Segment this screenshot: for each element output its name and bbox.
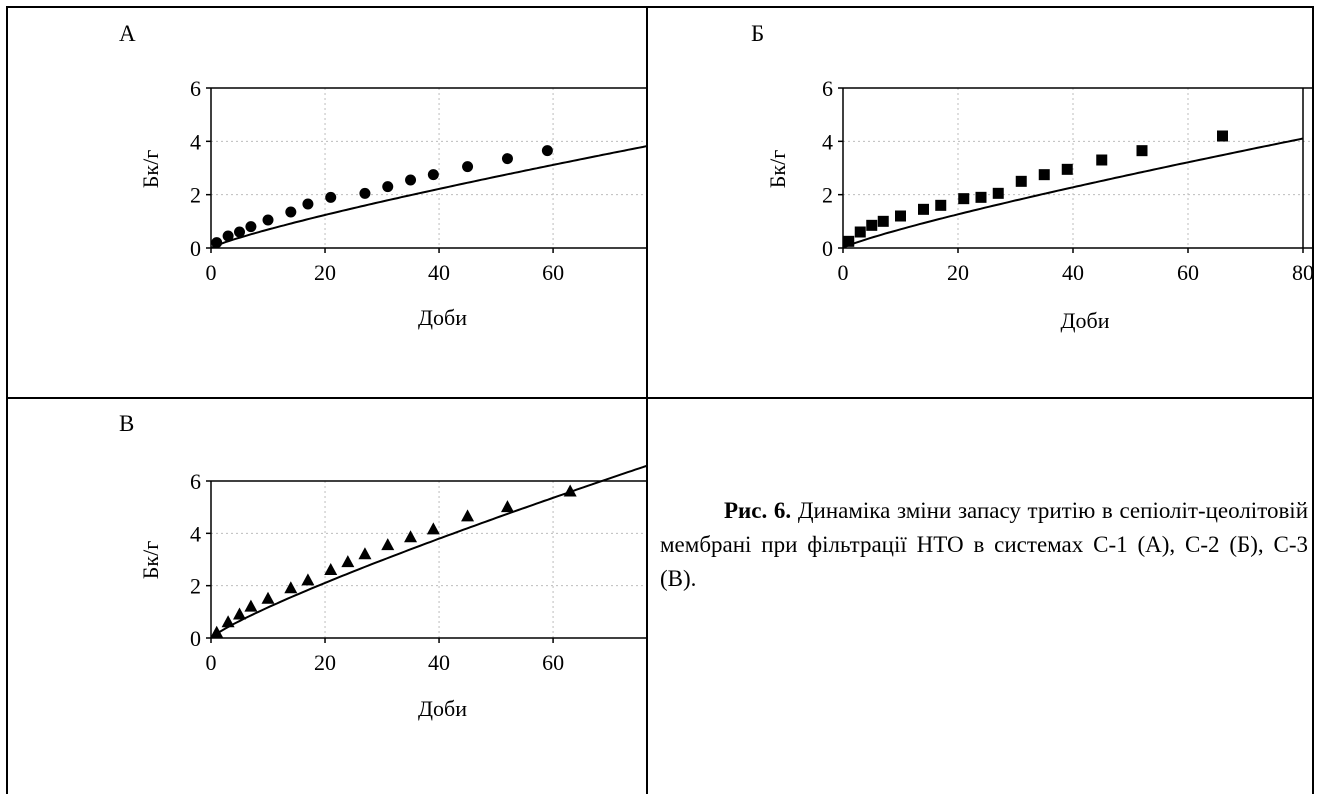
panel-letter: В xyxy=(119,411,135,436)
data-point xyxy=(245,221,257,233)
data-point xyxy=(324,562,338,575)
x-tick-label: 20 xyxy=(947,260,969,285)
panel-a: А 0 2 4 6 0 20 40 60 Бк/г Доби xyxy=(8,8,646,397)
data-point xyxy=(405,174,417,186)
data-point xyxy=(358,547,372,560)
data-point xyxy=(1015,175,1027,187)
data-point xyxy=(210,625,224,638)
x-tick-label: 60 xyxy=(542,260,564,285)
panel-letter: А xyxy=(119,21,136,46)
data-point xyxy=(1038,169,1050,181)
data-point xyxy=(1217,130,1228,142)
data-point xyxy=(992,187,1004,199)
data-point xyxy=(359,187,371,199)
fit-curve xyxy=(842,137,1304,249)
frame-right xyxy=(1312,6,1314,794)
panel-c: В 0 2 4 6 0 20 40 60 Бк/г Доби xyxy=(8,399,646,794)
frame-middle-horizontal xyxy=(6,397,1314,399)
data-point xyxy=(895,210,906,222)
data-point xyxy=(1061,163,1073,175)
data-point xyxy=(381,538,395,551)
panel-letter: Б xyxy=(751,21,765,46)
data-point xyxy=(222,230,234,242)
data-point xyxy=(563,484,577,497)
x-tick-label: 20 xyxy=(314,260,336,285)
x-tick-label: 0 xyxy=(838,260,849,285)
data-point xyxy=(854,226,866,238)
data-point xyxy=(261,591,275,604)
fit-curve xyxy=(210,145,646,249)
y-tick-label: 2 xyxy=(190,574,201,599)
data-point xyxy=(877,215,889,227)
data-point xyxy=(221,615,235,628)
data-point xyxy=(866,219,878,231)
x-tick-label: 0 xyxy=(206,650,217,675)
y-tick-label: 6 xyxy=(190,76,201,101)
data-point xyxy=(918,203,929,215)
data-point xyxy=(302,198,314,210)
x-tick-label: 40 xyxy=(428,260,450,285)
data-point xyxy=(341,555,355,568)
panel-b: Б 0 2 4 6 0 20 40 60 80 Бк/г Доби xyxy=(648,8,1312,397)
fit-curve xyxy=(210,464,646,639)
y-tick-label: 4 xyxy=(190,129,201,154)
y-tick-label: 0 xyxy=(190,236,201,261)
y-tick-label: 2 xyxy=(190,183,201,208)
x-axis-label: Доби xyxy=(418,305,467,330)
data-point xyxy=(975,191,987,203)
data-point xyxy=(404,530,418,543)
data-point xyxy=(234,226,246,238)
data-point xyxy=(500,500,514,513)
data-point xyxy=(211,237,223,249)
data-point xyxy=(325,191,337,203)
y-tick-label: 6 xyxy=(190,469,201,494)
figure-label: Рис. 6. xyxy=(724,498,792,523)
y-tick-label: 0 xyxy=(190,626,201,651)
data-point xyxy=(1136,145,1148,157)
data-point xyxy=(301,573,315,586)
data-point xyxy=(541,145,553,157)
x-tick-label: 60 xyxy=(1177,260,1199,285)
data-point xyxy=(244,599,258,612)
figure-caption: Рис. 6. Динаміка зміни запасу тритію в с… xyxy=(660,494,1308,596)
y-axis-label: Бк/г xyxy=(138,150,163,188)
data-point xyxy=(958,193,970,205)
frame-top xyxy=(6,6,1314,8)
x-axis-label: Доби xyxy=(1061,308,1110,333)
data-point xyxy=(461,509,475,522)
frame-left xyxy=(6,6,8,794)
data-point xyxy=(262,214,274,226)
y-tick-label: 2 xyxy=(822,183,833,208)
x-tick-label: 80 xyxy=(1292,260,1312,285)
x-axis-label: Доби xyxy=(418,696,467,721)
x-tick-label: 40 xyxy=(428,650,450,675)
data-point xyxy=(462,161,474,173)
data-point xyxy=(843,235,855,247)
y-axis-label: Бк/г xyxy=(765,150,790,188)
x-tick-label: 20 xyxy=(314,650,336,675)
y-tick-label: 4 xyxy=(822,129,833,154)
data-point xyxy=(426,522,440,535)
data-point xyxy=(427,169,439,181)
x-tick-label: 60 xyxy=(542,650,564,675)
y-tick-label: 0 xyxy=(822,236,833,261)
data-point xyxy=(935,199,947,211)
data-point xyxy=(233,607,247,620)
y-tick-label: 4 xyxy=(190,521,201,546)
figure-caption-text: Динаміка зміни запасу тритію в сепіоліт-… xyxy=(660,498,1309,591)
y-tick-label: 6 xyxy=(822,76,833,101)
x-tick-label: 0 xyxy=(206,260,217,285)
data-point xyxy=(501,153,513,165)
y-axis-label: Бк/г xyxy=(138,541,163,579)
x-tick-label: 40 xyxy=(1062,260,1084,285)
data-point xyxy=(285,206,297,218)
frame-middle-vertical xyxy=(646,6,648,794)
data-point xyxy=(1096,154,1108,166)
data-point xyxy=(284,581,298,594)
data-point xyxy=(382,181,394,193)
